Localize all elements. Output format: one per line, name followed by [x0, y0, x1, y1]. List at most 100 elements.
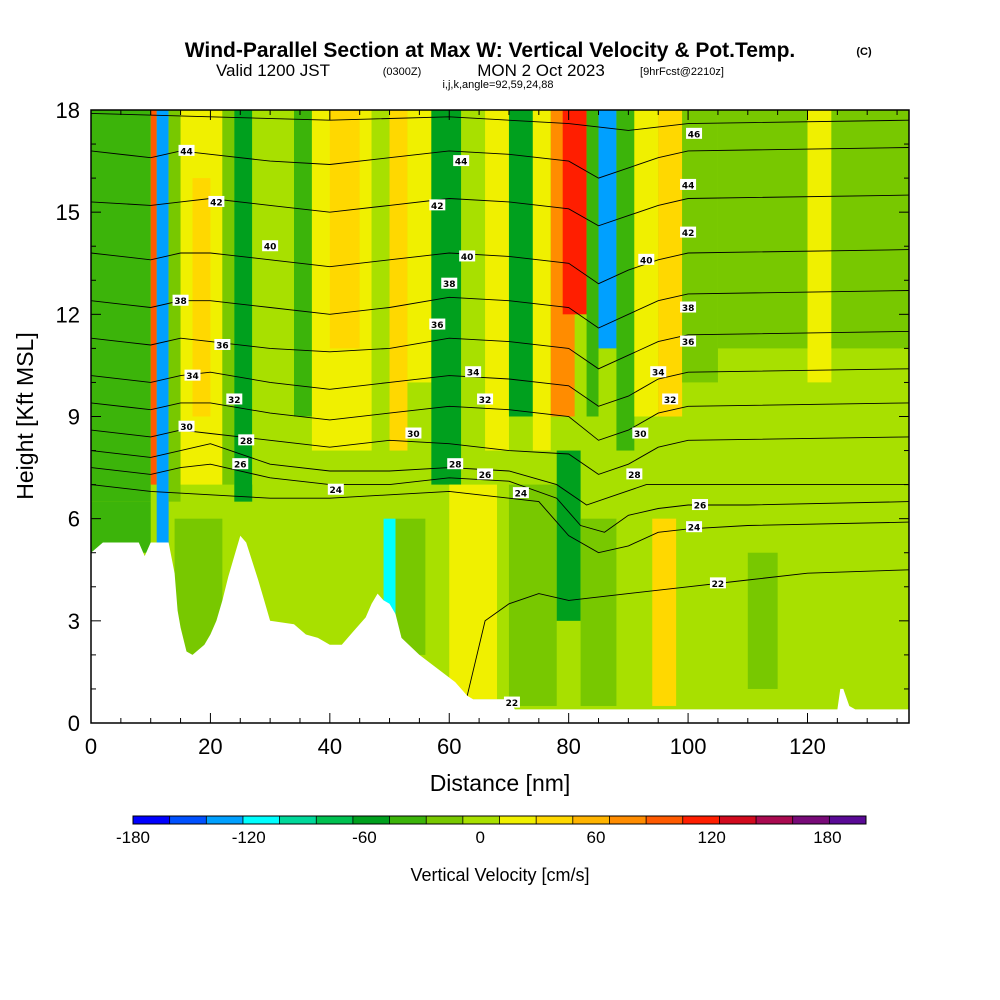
theta-label-bg [178, 420, 195, 432]
theta-label-text: 40 [640, 256, 653, 266]
colorbar-swatch [279, 816, 317, 824]
colorbar-swatch [499, 816, 537, 824]
vv-cell-13 [329, 110, 360, 349]
valid-time-prefix: Valid 1200 JST [216, 61, 330, 80]
vv-cell-19 [485, 110, 509, 451]
theta-label-bg [477, 468, 494, 480]
y-tick-label: 3 [68, 609, 80, 634]
theta-label-28: 28 [238, 434, 255, 447]
colorbar-swatch [609, 816, 647, 824]
vv-cell-2 [108, 110, 139, 451]
theta-label-bg [441, 277, 458, 289]
vv-cell-36 [299, 484, 372, 645]
colorbar-swatch [352, 816, 390, 824]
x-tick-label: 100 [670, 734, 707, 759]
theta-label-34: 34 [465, 366, 482, 379]
vv-cell-8 [222, 110, 235, 485]
theta-label-text: 44 [180, 147, 193, 157]
theta-label-text: 36 [682, 338, 695, 348]
theta-label-text: 46 [688, 130, 701, 140]
theta-label-bg [459, 250, 476, 262]
theta-label-40: 40 [459, 250, 476, 263]
colorbar-swatch [169, 816, 207, 824]
theta-contour-32 [91, 402, 909, 441]
theta-label-38: 38 [172, 294, 189, 307]
x-tick-label: 40 [318, 734, 342, 759]
x-tick-label: 80 [556, 734, 580, 759]
vv-cell-5 [168, 110, 181, 502]
theta-label-text: 44 [682, 181, 695, 191]
theta-label-text: 32 [228, 396, 241, 406]
theta-label-bg [680, 178, 697, 190]
theta-label-46: 46 [686, 127, 703, 140]
y-axis-label: Height [Kft MSL] [12, 332, 38, 499]
theta-label-28: 28 [447, 458, 464, 471]
y-tick-label: 6 [68, 507, 80, 532]
theta-label-bg [232, 458, 249, 470]
theta-label-text: 38 [174, 297, 187, 307]
grid-indices: i,j,k,angle=92,59,24,88 [442, 79, 553, 91]
colorbar-swatch [646, 816, 684, 824]
theta-label-bg [680, 301, 697, 313]
colorbar-swatch [316, 816, 354, 824]
theta-label-text: 42 [210, 198, 223, 208]
theta-label-bg [405, 427, 422, 439]
theta-label-bg [686, 521, 703, 533]
theta-label-32: 32 [477, 393, 494, 406]
theta-label-26: 26 [692, 499, 709, 512]
x-axis: 0 20 40 60 80 100 120 [85, 110, 898, 759]
theta-label-bg [238, 434, 255, 446]
vv-cell-15 [389, 110, 408, 451]
vertical-velocity-fill [91, 110, 909, 723]
colorbar-swatch [829, 816, 867, 824]
vv-cell-42 [580, 518, 617, 706]
theta-label-text: 38 [682, 304, 695, 314]
theta-label-bg [503, 696, 520, 708]
theta-contour-42 [91, 194, 909, 227]
chart-title-tag: (C) [856, 46, 872, 58]
colorbar-swatch [389, 816, 427, 824]
theta-label-text: 38 [443, 280, 456, 290]
vv-cell-3 [150, 110, 157, 485]
vv-cell-37 [383, 518, 396, 638]
valid-time-utc: (0300Z) [383, 66, 422, 78]
theta-label-36: 36 [429, 318, 446, 331]
vv-cell-14 [371, 110, 390, 383]
plot-area [91, 110, 909, 723]
theta-contour-46 [91, 112, 909, 131]
theta-contour-24 [91, 484, 909, 554]
theta-label-bg [262, 240, 279, 252]
colorbar-swatch [792, 816, 830, 824]
theta-label-42: 42 [429, 199, 446, 212]
colorbar-tick-label: 120 [697, 828, 725, 847]
colorbar-tick-label: 180 [813, 828, 841, 847]
theta-label-text: 26 [694, 502, 707, 512]
theta-label-32: 32 [226, 393, 243, 406]
theta-label-bg [686, 127, 703, 139]
theta-contour-26 [91, 463, 909, 533]
chart-title: Wind-Parallel Section at Max W: Vertical… [185, 39, 796, 62]
theta-label-bg [650, 366, 667, 378]
theta-label-26: 26 [477, 468, 494, 481]
theta-label-30: 30 [632, 427, 649, 440]
y-tick-label: 12 [56, 302, 80, 327]
theta-label-40: 40 [638, 253, 655, 266]
theta-label-text: 36 [431, 321, 444, 331]
vv-cell-45 [747, 552, 778, 689]
y-tick-label: 0 [68, 711, 80, 736]
vv-cell-20 [508, 110, 533, 417]
theta-label-text: 26 [479, 471, 492, 481]
theta-label-bg [178, 144, 195, 156]
theta-label-34: 34 [184, 369, 201, 382]
theta-label-38: 38 [441, 277, 458, 290]
theta-label-34: 34 [650, 366, 667, 379]
theta-label-bg [172, 294, 189, 306]
colorbar-swatch [682, 816, 720, 824]
theta-label-text: 30 [634, 430, 647, 440]
theta-label-text: 28 [240, 437, 253, 447]
x-tick-label: 120 [789, 734, 826, 759]
colorbar-tick-label: -120 [232, 828, 266, 847]
contour-labels: 22 22 24 24 24 26 26 26 28 28 28 30 30 30 32 32 32 34 34 34… [172, 127, 726, 709]
vv-cell-4 [156, 110, 169, 546]
